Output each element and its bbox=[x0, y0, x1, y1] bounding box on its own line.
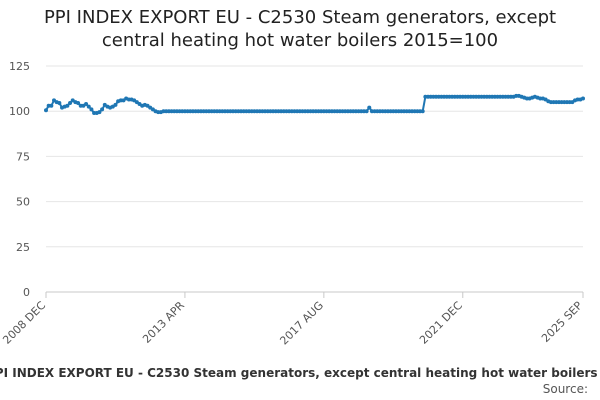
x-tick-label-0: 2008 DEC bbox=[0, 299, 48, 347]
footer-caption: PPI INDEX EXPORT EU - C2530 Steam genera… bbox=[0, 366, 600, 380]
chart-title-line-1: PPI INDEX EXPORT EU - C2530 Steam genera… bbox=[43, 7, 557, 28]
x-axis: 2008 DEC 2013 APR 2017 AUG 2021 DEC 2025 SEP bbox=[0, 292, 585, 347]
footer-source: Source: bbox=[542, 382, 588, 396]
x-tick-label-2: 2017 AUG bbox=[277, 299, 326, 348]
data-point-121 bbox=[367, 105, 372, 110]
data-point-2 bbox=[49, 103, 54, 108]
data-point-16 bbox=[86, 104, 91, 109]
x-tick-label-3: 2021 DEC bbox=[417, 299, 465, 347]
data-point-120 bbox=[364, 109, 369, 114]
data-point-141 bbox=[420, 109, 425, 114]
data-point-201 bbox=[581, 96, 585, 101]
x-tick-label-1: 2013 APR bbox=[140, 299, 187, 346]
y-tick-label-100: 100 bbox=[9, 105, 30, 118]
footer-caption-text: PPI INDEX EXPORT EU - C2530 Steam genera… bbox=[0, 366, 600, 380]
data-point-9 bbox=[68, 101, 73, 106]
y-tick-label-0: 0 bbox=[23, 286, 30, 299]
data-point-8 bbox=[65, 103, 70, 108]
data-point-26 bbox=[113, 102, 118, 107]
y-tick-label-125: 125 bbox=[9, 60, 30, 73]
y-tick-label-75: 75 bbox=[16, 150, 30, 163]
chart-title-line-2: central heating hot water boilers 2015=1… bbox=[101, 30, 499, 51]
x-tick-label-4: 2025 SEP bbox=[539, 299, 585, 345]
gridlines bbox=[46, 65, 583, 293]
data-point-5 bbox=[57, 101, 62, 106]
chart-title: PPI INDEX EXPORT EU - C2530 Steam genera… bbox=[0, 6, 600, 52]
y-tick-label-50: 50 bbox=[16, 196, 30, 209]
data-point-15 bbox=[84, 101, 89, 106]
data-point-17 bbox=[89, 107, 94, 112]
data-point-0 bbox=[44, 108, 48, 113]
y-axis: 0 25 50 75 100 125 bbox=[9, 60, 30, 299]
series-layer bbox=[44, 93, 585, 116]
data-point-20 bbox=[97, 110, 102, 115]
data-point-12 bbox=[76, 101, 81, 106]
y-tick-label-25: 25 bbox=[16, 241, 30, 254]
data-point-21 bbox=[100, 107, 105, 112]
